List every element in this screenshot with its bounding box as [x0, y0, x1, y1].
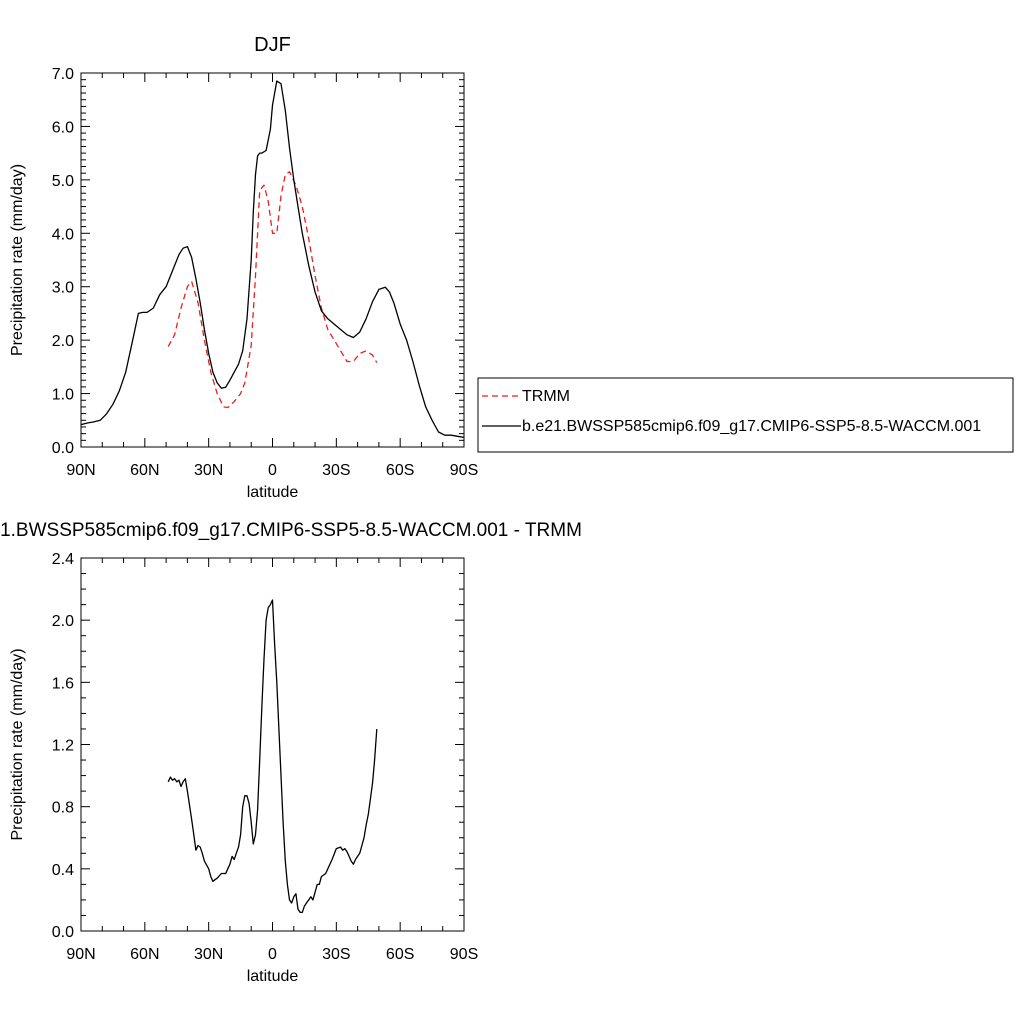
x-axis-label: latitude	[247, 968, 299, 985]
x-tick-label: 90S	[450, 946, 478, 963]
bottom-chart-panel: b.e21.BWSSP585cmip6.f09_g17.CMIP6-SSP5-8…	[0, 520, 582, 985]
y-tick-label: 6.0	[52, 119, 74, 136]
x-tick-label: 30N	[194, 946, 223, 963]
y-tick-label: 5.0	[52, 173, 74, 190]
x-tick-label: 60N	[130, 946, 159, 963]
series-line-model	[80, 80, 465, 439]
x-axis-label: latitude	[247, 484, 299, 501]
y-tick-label: 1.2	[52, 738, 74, 755]
y-tick-label: 3.0	[52, 280, 74, 297]
legend-entry-label: b.e21.BWSSP585cmip6.f09_g17.CMIP6-SSP5-8…	[522, 418, 981, 435]
y-tick-label: 1.6	[52, 675, 74, 692]
y-tick-label: 2.0	[52, 613, 74, 630]
x-tick-label: 90N	[66, 462, 95, 479]
y-tick-label: 2.0	[52, 333, 74, 350]
legend: TRMM b.e21.BWSSP585cmip6.f09_g17.CMIP6-SS…	[477, 377, 1014, 453]
x-tick-label: 60N	[130, 462, 159, 479]
x-tick-label: 30S	[322, 462, 350, 479]
x-tick-label: 60S	[386, 946, 414, 963]
series-line-model	[167, 599, 378, 914]
y-axis-label: Precipitation rate (mm/day)	[9, 164, 26, 356]
x-tick-label: 0	[268, 946, 277, 963]
y-tick-label: 0.8	[52, 800, 74, 817]
y-tick-label: 0.0	[52, 440, 74, 457]
y-tick-label: 4.0	[52, 226, 74, 243]
y-tick-label: 0.4	[52, 862, 74, 879]
plot-frame	[80, 72, 465, 448]
x-tick-label: 30N	[194, 462, 223, 479]
y-axis-label: Precipitation rate (mm/day)	[9, 648, 26, 840]
chart-title: b.e21.BWSSP585cmip6.f09_g17.CMIP6-SSP5-8…	[0, 520, 582, 541]
x-tick-label: 30S	[322, 946, 350, 963]
x-tick-label: 90S	[450, 462, 478, 479]
y-tick-label: 7.0	[52, 66, 74, 83]
legend-box	[477, 377, 1014, 453]
y-tick-label: 1.0	[52, 387, 74, 404]
y-tick-label: 0.0	[52, 924, 74, 941]
x-tick-label: 90N	[66, 946, 95, 963]
top-chart-panel: DJF 0.0 1.0 2.0 3.0 4.0 5.0 6.0 7.0 90N 60N 30N 0 30S…	[9, 34, 478, 501]
x-tick-label: 0	[268, 462, 277, 479]
x-tick-label: 60S	[386, 462, 414, 479]
series-line-trmm	[167, 171, 378, 409]
legend-entry-label: TRMM	[522, 388, 570, 405]
plot-frame	[80, 557, 465, 932]
chart-title: DJF	[254, 34, 291, 56]
y-tick-label: 2.4	[52, 551, 74, 568]
